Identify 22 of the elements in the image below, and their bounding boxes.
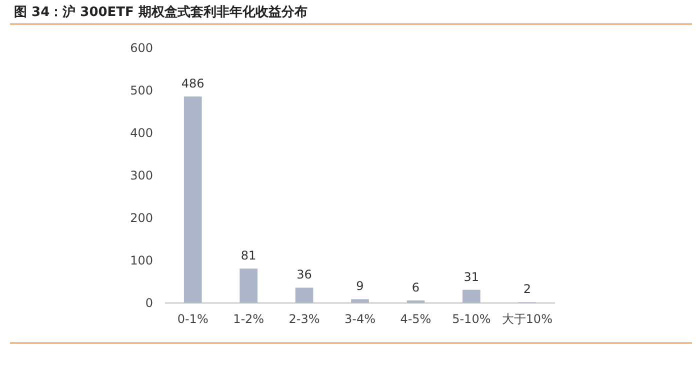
y-tick-label: 100 xyxy=(130,254,153,268)
data-label: 2 xyxy=(523,282,531,296)
data-label: 6 xyxy=(412,280,420,294)
x-tick-label: 5-10% xyxy=(452,312,491,326)
data-label: 486 xyxy=(181,76,204,90)
data-label: 9 xyxy=(356,279,364,294)
y-tick-label: 200 xyxy=(130,211,153,225)
data-label: 31 xyxy=(464,270,480,284)
y-tick-label: 300 xyxy=(130,168,153,182)
x-tick-label: 大于10% xyxy=(502,312,552,326)
x-tick-label: 1-2% xyxy=(233,312,264,326)
chart-title: 图 34：沪 300ETF 期权盒式套利非年化收益分布 xyxy=(14,4,308,20)
y-tick-label: 600 xyxy=(130,41,153,55)
x-tick-label: 3-4% xyxy=(344,312,376,326)
data-label: 36 xyxy=(296,268,312,282)
y-tick-label: 400 xyxy=(130,126,153,140)
x-tick-label: 0-1% xyxy=(177,312,208,326)
x-tick-label: 2-3% xyxy=(288,312,320,326)
y-tick-label: 500 xyxy=(130,84,153,98)
y-tick-label: 0 xyxy=(145,296,153,310)
x-tick-label: 4-5% xyxy=(400,312,432,326)
data-label: 81 xyxy=(240,248,256,263)
